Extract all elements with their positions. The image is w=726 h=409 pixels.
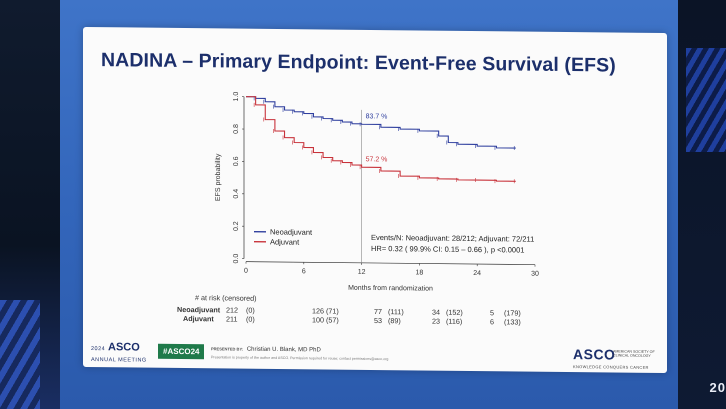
slide-footer: 2024 ASCO ANNUAL MEETING #ASCO24 PRESENT… xyxy=(83,337,667,373)
at-risk-cell: 23 xyxy=(432,316,440,326)
at-risk-cell: 5 xyxy=(490,308,494,318)
slide: NADINA – Primary Endpoint: Event-Free Su… xyxy=(83,26,667,374)
x-tick-label: 12 xyxy=(358,269,366,276)
series-label-1: 57.2 % xyxy=(366,156,388,163)
y-tick-label: 1.0 xyxy=(233,92,240,102)
y-tick-label: 0.4 xyxy=(233,189,240,199)
at-risk-cell: (71) xyxy=(326,306,339,316)
disclaimer: Presentation is property of the author a… xyxy=(211,355,389,362)
y-tick-label: 0.8 xyxy=(233,124,240,134)
y-tick-label: 0.0 xyxy=(233,254,240,264)
stats-annotation: HR= 0.32 ( 99.9% CI: 0.15 – 0.66 ), p <0… xyxy=(371,244,524,255)
at-risk-cell: (89) xyxy=(388,316,401,326)
at-risk-cell: 211 xyxy=(226,314,238,324)
series-label-0: 83.7 % xyxy=(366,113,388,120)
hashtag-badge: #ASCO24 xyxy=(158,343,205,360)
background-text: 20 xyxy=(709,380,726,395)
y-axis-label: EFS probability xyxy=(215,153,222,201)
at-risk-cell: 100 xyxy=(312,315,324,325)
presenter: PRESENTED BY: Christian U. Blank, MD PhD xyxy=(211,346,321,354)
at-risk-row-label: Neoadjuvant xyxy=(177,304,221,315)
x-tick-label: 30 xyxy=(531,271,539,278)
at-risk-cell: 53 xyxy=(374,315,382,326)
efs-chart: 0.0 0.2 0.4 0.6 0.8 1.0 0 6 12 18 24 30 Months from … xyxy=(215,92,539,293)
legend-label: Neoadjuvant xyxy=(270,227,313,236)
series-line-1 xyxy=(246,96,516,182)
y-tick-label: 0.6 xyxy=(233,156,240,166)
at-risk-cell: (0) xyxy=(246,305,255,315)
asco-logo: ASCO AMERICAN SOCIETY OF CLINICAL ONCOLO… xyxy=(573,346,655,370)
x-axis xyxy=(246,261,535,266)
at-risk-header: # at risk (censored) xyxy=(195,293,257,303)
at-risk-row-label: Adjuvant xyxy=(183,313,214,324)
at-risk-cell: 34 xyxy=(432,307,440,317)
at-risk-cell: 126 xyxy=(312,306,324,316)
stats-annotation: Events/N: Neoadjuvant: 28/212; Adjuvant:… xyxy=(371,233,534,244)
x-tick-label: 6 xyxy=(302,268,306,275)
legend-label: Adjuvant xyxy=(270,237,300,246)
stage-decor-right xyxy=(686,48,726,152)
at-risk-cell: (133) xyxy=(504,317,521,327)
at-risk-cell: (111) xyxy=(388,307,404,317)
at-risk-cell: (57) xyxy=(326,315,339,325)
x-tick-label: 24 xyxy=(473,270,481,277)
y-tick-label: 0.2 xyxy=(233,221,240,231)
stage-decor-left xyxy=(0,300,40,409)
x-axis-label: Months from randomization xyxy=(348,285,433,293)
at-risk-cell: 6 xyxy=(490,317,494,327)
at-risk-cell: 77 xyxy=(374,306,382,317)
at-risk-cell: (0) xyxy=(246,314,255,324)
meeting-logo: 2024 ASCO ANNUAL MEETING xyxy=(91,341,147,364)
at-risk-cell: (116) xyxy=(446,316,463,326)
at-risk-cell: (179) xyxy=(504,308,521,318)
at-risk-cell: (152) xyxy=(446,307,463,317)
x-tick-label: 18 xyxy=(416,269,424,276)
x-tick-label: 0 xyxy=(244,268,248,275)
series-line-0 xyxy=(246,96,516,149)
at-risk-cell: 212 xyxy=(226,305,238,315)
